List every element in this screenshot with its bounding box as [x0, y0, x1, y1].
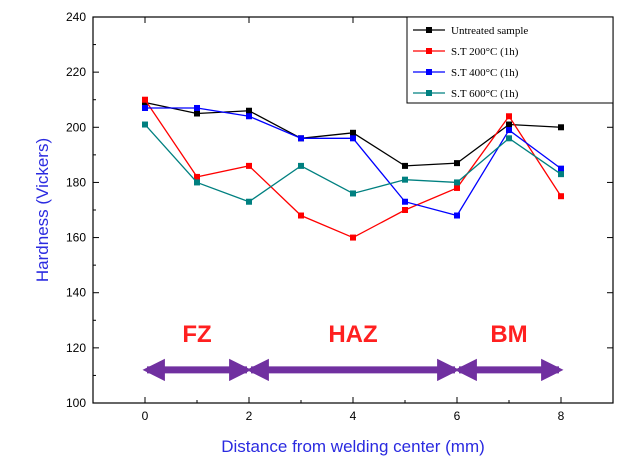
data-point — [350, 135, 356, 142]
legend-label: Untreated sample — [451, 25, 528, 37]
y-tick-label: 100 — [66, 396, 86, 410]
data-point — [298, 135, 304, 142]
data-point — [506, 135, 512, 142]
data-point — [246, 113, 252, 120]
data-point — [246, 198, 252, 205]
y-tick-label: 200 — [66, 120, 86, 134]
y-tick-label: 220 — [66, 65, 86, 79]
data-point — [246, 162, 252, 169]
data-point — [402, 176, 408, 183]
data-point — [558, 171, 564, 178]
series-layer — [142, 96, 564, 241]
y-tick-label: 140 — [66, 286, 86, 300]
data-point — [402, 207, 408, 213]
x-tick-label: 6 — [454, 409, 461, 423]
legend-marker — [426, 69, 432, 75]
data-point — [142, 121, 148, 128]
data-point — [454, 184, 460, 191]
zone-label: HAZ — [328, 321, 377, 348]
data-point — [454, 179, 460, 186]
data-point — [558, 193, 564, 200]
data-point — [350, 190, 356, 197]
zone-label: FZ — [182, 321, 211, 348]
y-tick-label: 120 — [66, 341, 86, 355]
data-point — [142, 104, 148, 111]
data-point — [194, 179, 200, 186]
x-tick-label: 4 — [350, 409, 357, 423]
zone-annotations: FZ HAZ BM — [142, 321, 564, 382]
zone-label: BM — [490, 321, 527, 348]
legend-box — [406, 16, 614, 104]
data-point — [506, 113, 512, 120]
data-point — [350, 234, 356, 241]
data-point — [194, 110, 200, 117]
y-axis: 100 120 140 160 180 200 220 240 — [66, 10, 613, 410]
data-point — [558, 165, 564, 172]
series-3 — [142, 121, 564, 205]
y-tick-label: 240 — [66, 10, 86, 24]
legend-label: S.T 200°C (1h) — [451, 46, 519, 58]
data-point — [298, 162, 304, 169]
y-tick-label: 180 — [66, 175, 86, 189]
y-tick-label: 160 — [66, 231, 86, 245]
data-point — [402, 198, 408, 205]
x-tick-label: 8 — [558, 409, 565, 423]
series-line — [145, 107, 562, 217]
data-point — [246, 107, 252, 114]
legend-marker — [426, 90, 432, 96]
data-point — [194, 173, 200, 180]
legend: Untreated sample S.T 200°C (1h) S.T 400°C … — [406, 16, 614, 104]
series-2 — [142, 104, 564, 219]
data-point — [506, 121, 512, 128]
x-tick-label: 2 — [246, 409, 253, 423]
data-point — [402, 162, 408, 169]
x-axis-title: Distance from welding center (mm) — [221, 437, 485, 456]
data-point — [454, 212, 460, 219]
series-line — [144, 99, 562, 239]
data-point — [454, 160, 460, 167]
y-axis-title: Hardness (Vickers) — [33, 138, 52, 282]
x-axis: 0 2 4 6 8 — [92, 17, 614, 423]
legend-marker — [426, 48, 432, 54]
data-point — [142, 96, 148, 103]
data-point — [506, 127, 512, 134]
legend-label: S.T 400°C (1h) — [451, 67, 519, 79]
data-point — [298, 212, 304, 219]
data-point — [194, 104, 200, 111]
data-point — [350, 129, 356, 136]
legend-label: S.T 600°C (1h) — [451, 88, 519, 100]
series-1 — [142, 96, 564, 241]
data-point — [558, 124, 564, 131]
x-tick-label: 0 — [142, 409, 149, 423]
legend-marker — [426, 27, 432, 33]
